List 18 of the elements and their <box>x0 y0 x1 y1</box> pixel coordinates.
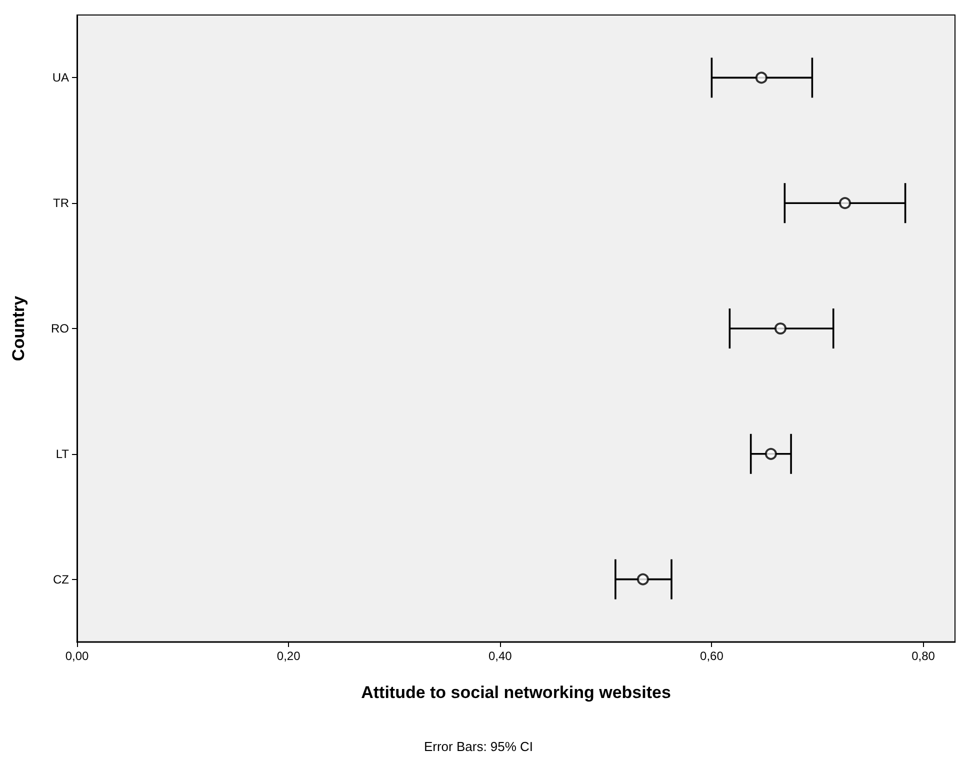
text: Error Bars: 95% CI <box>424 739 534 754</box>
y-axis-title: Country <box>9 295 28 362</box>
x-tick-label: 0,60 <box>700 649 724 663</box>
y-tick-label: UA <box>52 70 69 85</box>
x-tick-label: 0,80 <box>912 649 936 663</box>
y-tick-label: LT <box>56 446 70 461</box>
x-tick-label: 0,00 <box>65 649 89 663</box>
point <box>774 322 786 334</box>
x-axis-title: Attitude to social networking websites <box>361 683 671 702</box>
point <box>636 573 649 586</box>
y-tick-label: CZ <box>53 572 69 586</box>
x-tick-label: 0,40 <box>488 649 512 663</box>
y-tick-label: RO <box>51 322 69 336</box>
point <box>764 448 777 460</box>
y-tick-label: TR <box>53 196 70 210</box>
point <box>755 72 768 84</box>
x-tick-label: 0,20 <box>276 649 301 663</box>
point <box>838 197 851 210</box>
